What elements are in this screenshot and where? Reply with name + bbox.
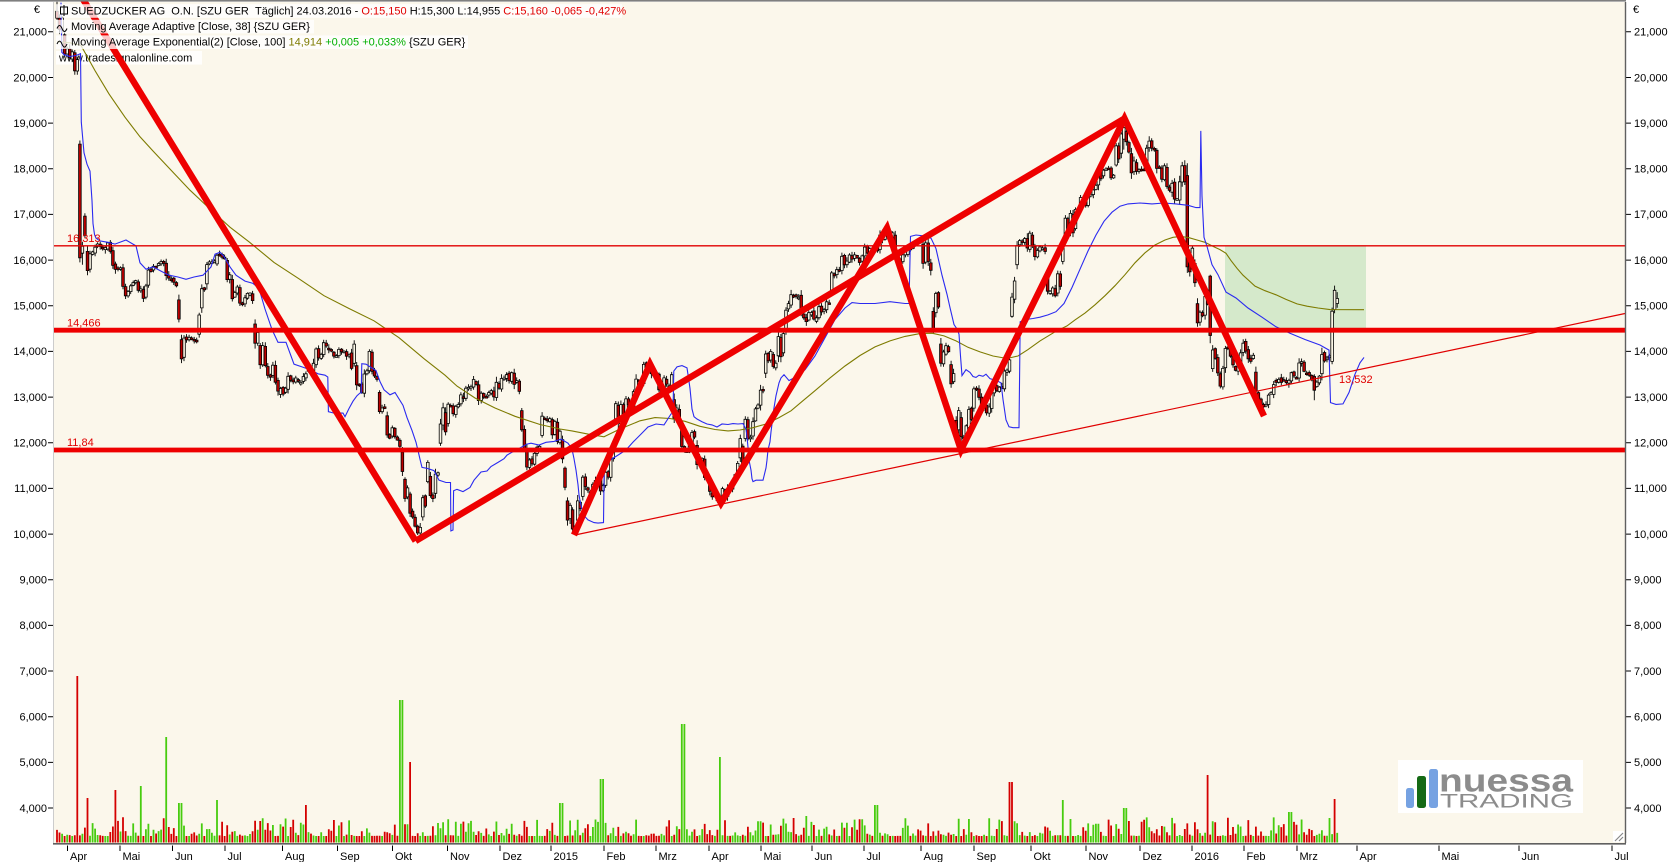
svg-text:2015: 2015 [554,851,578,862]
svg-text:Nov: Nov [1089,851,1109,862]
svg-text:20,000: 20,000 [1634,72,1668,84]
svg-text:Jun: Jun [175,851,193,862]
svg-text:Feb: Feb [1247,851,1266,862]
svg-text:Nov: Nov [450,851,470,862]
svg-text:SUEDZUCKER AG O.N. [SZU GER: SUEDZUCKER AG O.N. [SZU GER Täglich] 24.… [71,6,626,18]
svg-text:16,000: 16,000 [13,255,47,267]
svg-text:19,000: 19,000 [1634,118,1668,130]
svg-text:Moving Average Exponential(2): Moving Average Exponential(2) [Close, 10… [71,37,466,49]
svg-text:17,000: 17,000 [1634,209,1668,221]
svg-text:Feb: Feb [607,851,626,862]
svg-text:Jul: Jul [1615,851,1629,862]
svg-text:7,000: 7,000 [1634,666,1662,678]
svg-text:Aug: Aug [924,851,944,862]
svg-text:21,000: 21,000 [1634,27,1668,39]
svg-text:19,000: 19,000 [13,118,47,130]
svg-text:Okt: Okt [395,851,412,862]
svg-text:6,000: 6,000 [1634,712,1662,724]
svg-text:4,000: 4,000 [1634,803,1662,815]
svg-text:14,000: 14,000 [1634,346,1668,358]
svg-text:Apr: Apr [712,851,729,862]
svg-text:12,000: 12,000 [13,438,47,450]
svg-text:10,000: 10,000 [13,529,47,541]
svg-text:16,000: 16,000 [1634,255,1668,267]
svg-text:13,000: 13,000 [1634,392,1668,404]
svg-text:8,000: 8,000 [19,620,47,632]
svg-text:TRADING: TRADING [1440,792,1573,813]
svg-text:5,000: 5,000 [1634,757,1662,769]
svg-text:16,313: 16,313 [67,233,101,245]
svg-text:Mrz: Mrz [659,851,677,862]
svg-text:20,000: 20,000 [13,72,47,84]
svg-text:9,000: 9,000 [1634,575,1662,587]
svg-text:Dez: Dez [503,851,523,862]
svg-text:Jun: Jun [815,851,833,862]
svg-text:Apr: Apr [70,851,87,862]
svg-text:Apr: Apr [1360,851,1377,862]
svg-text:Sep: Sep [340,851,360,862]
svg-text:Jul: Jul [228,851,242,862]
svg-text:15,000: 15,000 [1634,301,1668,313]
svg-text:11,000: 11,000 [14,483,47,495]
svg-text:Mai: Mai [1442,851,1460,862]
svg-text:12,000: 12,000 [1634,438,1668,450]
svg-text:10,000: 10,000 [1634,529,1668,541]
svg-text:11,84: 11,84 [67,437,94,449]
svg-text:Dez: Dez [1143,851,1163,862]
svg-text:14,466: 14,466 [67,318,101,330]
svg-text:Jun: Jun [1522,851,1540,862]
svg-text:nuessa: nuessa [1439,763,1573,799]
svg-text:Aug: Aug [285,851,305,862]
svg-text:5,000: 5,000 [19,757,47,769]
svg-text:13,000: 13,000 [13,392,47,404]
svg-text:17,000: 17,000 [13,209,47,221]
svg-text:Okt: Okt [1034,851,1051,862]
svg-text:21,000: 21,000 [13,27,47,39]
svg-text:Sep: Sep [977,851,997,862]
svg-text:7,000: 7,000 [19,666,47,678]
svg-text:6,000: 6,000 [19,712,47,724]
svg-text:Moving Average Adaptive [Close: Moving Average Adaptive [Close, 38] {SZU… [71,21,310,33]
svg-text:13,532: 13,532 [1339,374,1373,386]
svg-text:2016: 2016 [1195,851,1219,862]
svg-text:8,000: 8,000 [1634,620,1662,632]
svg-text:Mrz: Mrz [1300,851,1318,862]
svg-text:Mai: Mai [764,851,782,862]
svg-text:11,000: 11,000 [1634,483,1667,495]
svg-text:€: € [1633,4,1639,16]
svg-text:18,000: 18,000 [1634,164,1668,176]
svg-text:4,000: 4,000 [19,803,47,815]
svg-text:14,000: 14,000 [13,346,47,358]
svg-text:Mai: Mai [123,851,141,862]
svg-text:www.tradesignalonline.com: www.tradesignalonline.com [58,52,192,64]
svg-text:18,000: 18,000 [13,164,47,176]
svg-text:9,000: 9,000 [19,575,47,587]
svg-text:15,000: 15,000 [13,301,47,313]
svg-text:Jul: Jul [867,851,881,862]
svg-text:€: € [34,4,40,16]
